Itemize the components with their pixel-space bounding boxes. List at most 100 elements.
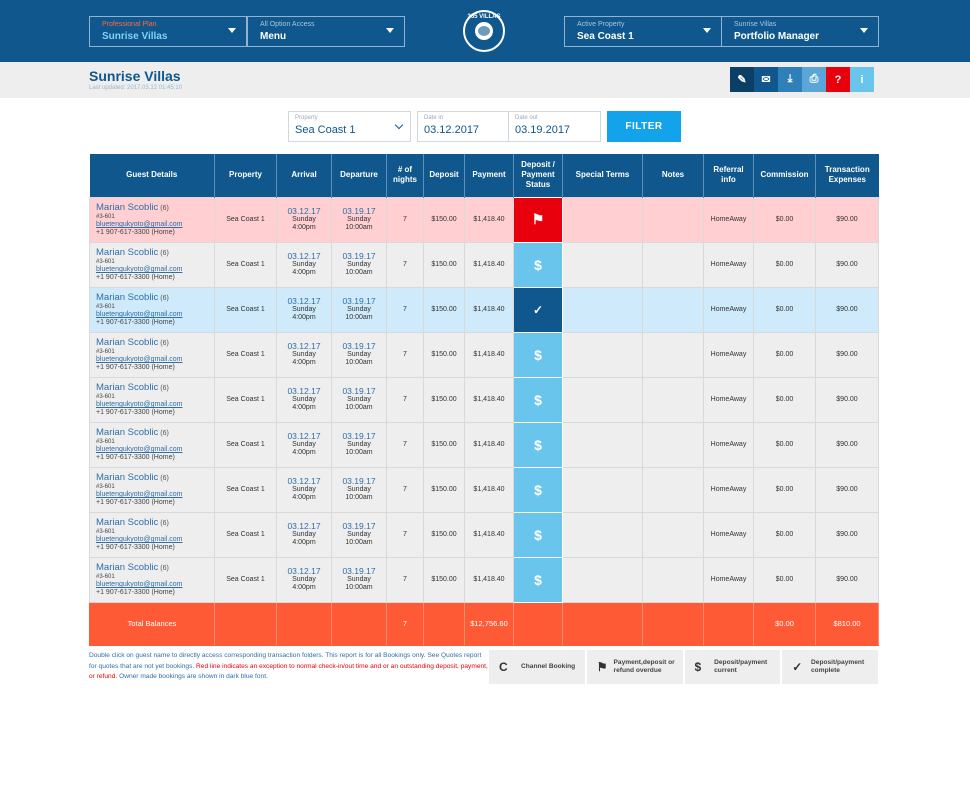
- payment-status-cell[interactable]: $: [513, 376, 563, 423]
- guest-email-link[interactable]: bluetengukyoto@gmail.com: [96, 581, 183, 588]
- plan-dropdown[interactable]: Professional Plan Sunrise Villas: [89, 16, 247, 47]
- arrival-day: Sunday: [292, 576, 316, 583]
- menu-dropdown[interactable]: All Option Access Menu: [247, 16, 405, 47]
- guest-email-link[interactable]: bluetengukyoto@gmail.com: [96, 401, 183, 408]
- guest-phone: +1 907-617-3300 (Home): [96, 589, 175, 596]
- mail-icon: ✉: [761, 74, 771, 86]
- commission-cell: $0.00: [753, 421, 816, 468]
- column-header: Deposit: [423, 154, 465, 197]
- globe-icon: [475, 22, 493, 40]
- guest-name-link[interactable]: Marian Scoblic: [96, 427, 159, 438]
- arrival-date: 03.12.17: [287, 341, 321, 351]
- unit-number: #3-601: [96, 349, 115, 355]
- guest-name-link[interactable]: Marian Scoblic: [96, 292, 159, 303]
- guest-name-link[interactable]: Marian Scoblic: [96, 382, 159, 393]
- guest-email-link[interactable]: bluetengukyoto@gmail.com: [96, 266, 183, 273]
- guest-name-link[interactable]: Marian Scoblic: [96, 202, 159, 213]
- table-row[interactable]: Marian Scoblic (6) #3-601 bluetengukyoto@g…: [89, 241, 879, 288]
- nights-cell: 7: [386, 376, 424, 423]
- table-row[interactable]: Marian Scoblic (6) #3-601 bluetengukyoto@g…: [89, 286, 879, 333]
- payment-status-cell[interactable]: $: [513, 511, 563, 558]
- portfolio-dropdown[interactable]: Sunrise Villas Portfolio Manager: [721, 16, 879, 47]
- totals-empty: [276, 601, 332, 646]
- legend-label: Deposit/payment current: [714, 659, 768, 674]
- guest-details-cell: Marian Scoblic (6) #3-601 bluetengukyoto@g…: [89, 421, 215, 468]
- totals-empty: [214, 601, 277, 646]
- deposit-cell: $150.00: [423, 286, 465, 333]
- bookings-table: Guest Details Property Arrival Departure # o…: [89, 154, 879, 646]
- info-button[interactable]: i: [850, 67, 874, 92]
- payment-status-cell[interactable]: $: [513, 241, 563, 288]
- expenses-cell: $90.00: [815, 331, 879, 378]
- table-row[interactable]: Marian Scoblic (6) #3-601 bluetengukyoto@g…: [89, 376, 879, 423]
- table-row[interactable]: Marian Scoblic (6) #3-601 bluetengukyoto@g…: [89, 466, 879, 513]
- table-row[interactable]: Marian Scoblic (6) #3-601 bluetengukyoto@g…: [89, 421, 879, 468]
- logo[interactable]: 365 VILLAS: [463, 10, 505, 52]
- totals-empty: [562, 601, 643, 646]
- date-in-field[interactable]: Date in 03.12.2017: [417, 111, 509, 142]
- guest-email-link[interactable]: bluetengukyoto@gmail.com: [96, 311, 183, 318]
- payment-cell: $1,418.40: [464, 421, 514, 468]
- payment-status-cell[interactable]: ✓: [513, 286, 563, 333]
- departure-time: 10:00am: [345, 359, 373, 366]
- guest-name-link[interactable]: Marian Scoblic: [96, 472, 159, 483]
- notes-cell: [642, 196, 704, 243]
- table-row[interactable]: Marian Scoblic (6) #3-601 bluetengukyoto@g…: [89, 556, 879, 603]
- help-button[interactable]: ?: [826, 67, 850, 92]
- notes-cell: [642, 511, 704, 558]
- referral-cell: HomeAway: [703, 286, 754, 333]
- departure-day: Sunday: [347, 576, 371, 583]
- payment-cell: $1,418.40: [464, 466, 514, 513]
- payment-status-cell[interactable]: ⚑: [513, 196, 563, 243]
- arrival-time: 4:00pm: [292, 494, 316, 501]
- arrival-day: Sunday: [292, 306, 316, 313]
- guest-email-link[interactable]: bluetengukyoto@gmail.com: [96, 446, 183, 453]
- pencil-button[interactable]: ✎: [730, 67, 754, 92]
- pencil-icon: ✎: [737, 74, 747, 86]
- payment-status-cell[interactable]: $: [513, 421, 563, 468]
- property-cell: Sea Coast 1: [214, 331, 277, 378]
- guest-count: (6): [160, 340, 169, 347]
- nights-cell: 7: [386, 286, 424, 333]
- guest-name-link[interactable]: Marian Scoblic: [96, 337, 159, 348]
- chevron-down-icon: [394, 120, 404, 130]
- toolbar: ✎ ✉ ⤓ ⎙? i: [730, 67, 874, 92]
- commission-cell: $0.00: [753, 511, 816, 558]
- active-property-dropdown[interactable]: Active Property Sea Coast 1: [564, 16, 722, 47]
- totals-empty: [331, 601, 387, 646]
- table-row[interactable]: Marian Scoblic (6) #3-601 bluetengukyoto@g…: [89, 196, 879, 243]
- date-in-value: 03.12.2017: [424, 124, 480, 136]
- departure-day: Sunday: [347, 486, 371, 493]
- payment-status-cell[interactable]: $: [513, 466, 563, 513]
- guest-name-link[interactable]: Marian Scoblic: [96, 517, 159, 528]
- departure-date: 03.19.17: [342, 296, 376, 306]
- guest-email-link[interactable]: bluetengukyoto@gmail.com: [96, 356, 183, 363]
- totals-empty: [423, 601, 465, 646]
- arrival-day: Sunday: [292, 441, 316, 448]
- expenses-cell: $90.00: [815, 376, 879, 423]
- print-button[interactable]: ⎙: [802, 67, 826, 92]
- arrival-cell: 03.12.17 Sunday 4:00pm: [276, 241, 332, 288]
- payment-status-cell[interactable]: $: [513, 331, 563, 378]
- totals-payment: $12,756.60: [464, 601, 514, 646]
- download-button[interactable]: ⤓: [778, 67, 802, 92]
- table-row[interactable]: Marian Scoblic (6) #3-601 bluetengukyoto@g…: [89, 331, 879, 378]
- property-select[interactable]: Property Sea Coast 1: [288, 111, 411, 142]
- property-cell: Sea Coast 1: [214, 196, 277, 243]
- filter-button[interactable]: FILTER: [607, 111, 681, 142]
- plan-dropdown-label: Professional Plan: [102, 21, 157, 28]
- guest-email-link[interactable]: bluetengukyoto@gmail.com: [96, 536, 183, 543]
- property-select-value: Sea Coast 1: [295, 124, 356, 136]
- guest-email-link[interactable]: bluetengukyoto@gmail.com: [96, 491, 183, 498]
- guest-name-link[interactable]: Marian Scoblic: [96, 562, 159, 573]
- table-row[interactable]: Marian Scoblic (6) #3-601 bluetengukyoto@g…: [89, 511, 879, 558]
- departure-date: 03.19.17: [342, 386, 376, 396]
- guest-name-link[interactable]: Marian Scoblic: [96, 247, 159, 258]
- departure-cell: 03.19.17 Sunday 10:00am: [331, 196, 387, 243]
- date-out-field[interactable]: Date out 03.19.2017: [508, 111, 601, 142]
- arrival-cell: 03.12.17 Sunday 4:00pm: [276, 511, 332, 558]
- expenses-cell: $90.00: [815, 466, 879, 513]
- mail-button[interactable]: ✉: [754, 67, 778, 92]
- guest-email-link[interactable]: bluetengukyoto@gmail.com: [96, 221, 183, 228]
- payment-status-cell[interactable]: $: [513, 556, 563, 603]
